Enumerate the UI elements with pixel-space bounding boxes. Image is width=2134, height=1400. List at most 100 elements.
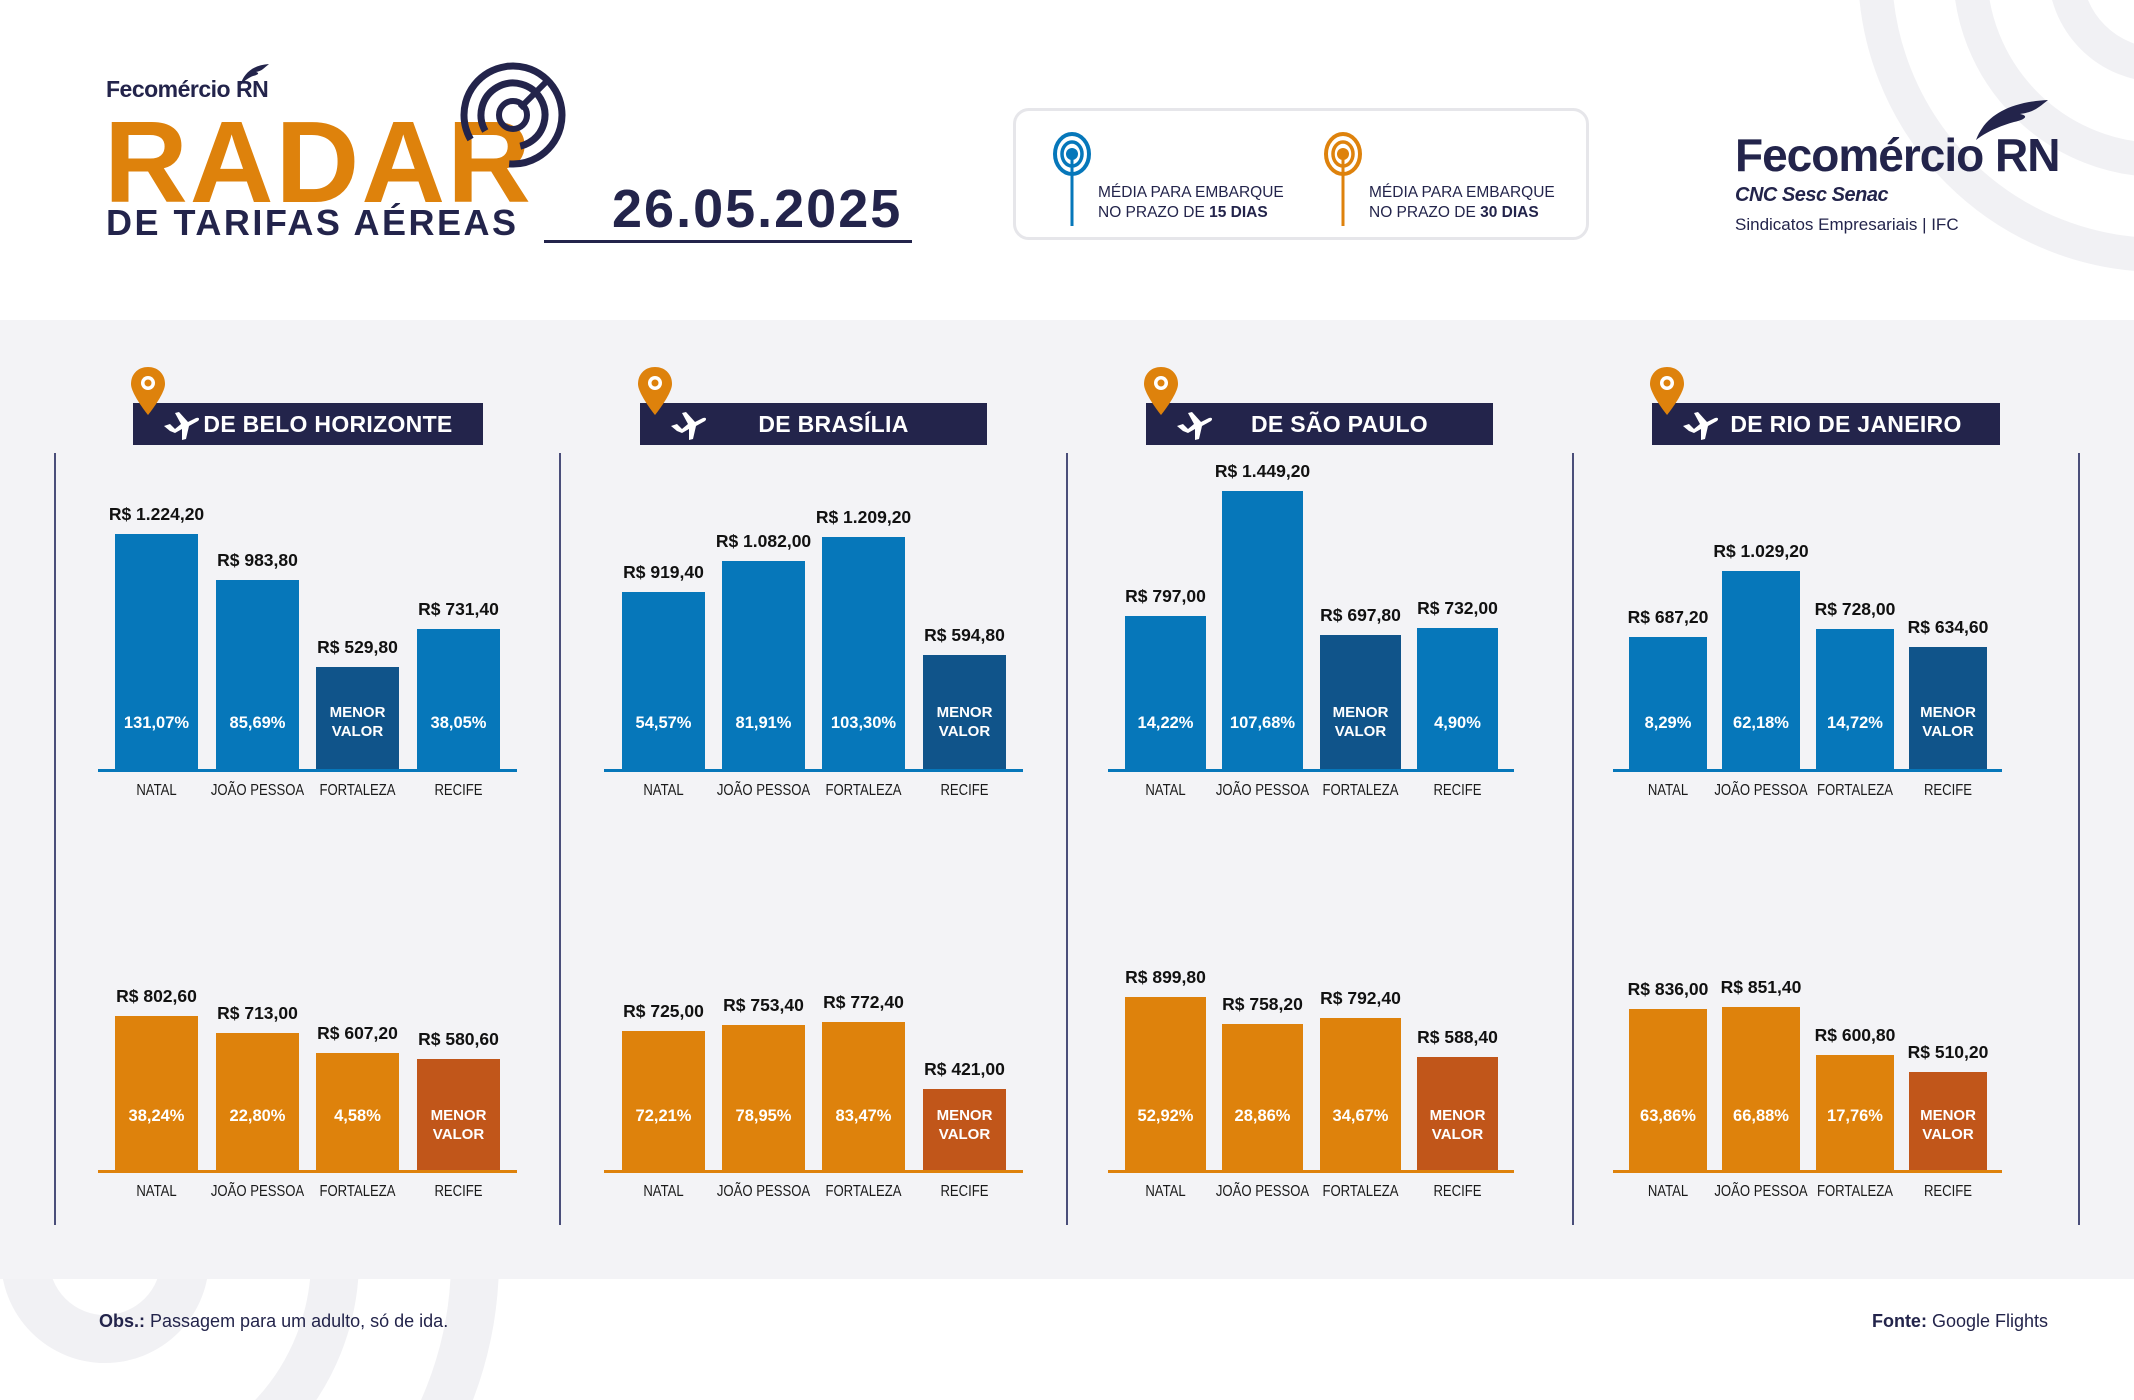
bar-value-label: R$ 772,40 xyxy=(823,992,904,1012)
bar-value-label: R$ 836,00 xyxy=(1627,979,1709,999)
bar-15d[interactable] xyxy=(1320,635,1401,769)
bar-30d[interactable] xyxy=(1222,1024,1303,1170)
bar-30d[interactable] xyxy=(417,1059,500,1170)
location-pin-icon xyxy=(131,367,165,415)
location-pin-icon xyxy=(1144,367,1178,415)
bar-30d[interactable] xyxy=(923,1089,1006,1170)
panel-title: DE BRASÍLIA xyxy=(758,410,909,437)
category-label: NATAL xyxy=(136,782,177,799)
bar-percent-label: 38,24% xyxy=(128,1107,185,1125)
bar-value-label: R$ 600,80 xyxy=(1814,1025,1896,1045)
category-label: RECIFE xyxy=(1433,782,1482,799)
airplane-icon xyxy=(671,412,707,440)
lowest-label-line: MENOR xyxy=(430,1107,487,1124)
bar-30d[interactable] xyxy=(1125,997,1206,1170)
bar-30d[interactable] xyxy=(722,1025,805,1170)
panel-title: DE SÃO PAULO xyxy=(1251,410,1428,437)
bar-percent-label: 14,22% xyxy=(1137,714,1194,732)
bar-percent-label: 17,76% xyxy=(1827,1107,1883,1125)
legend-label-15-days: MÉDIA PARA EMBARQUE NO PRAZO DE 15 DIAS xyxy=(1098,184,1284,221)
x-axis-line xyxy=(98,1170,517,1173)
category-label: JOÃO PESSOA xyxy=(1714,1183,1808,1200)
bar-30d[interactable] xyxy=(1909,1072,1987,1170)
lowest-label-line: MENOR xyxy=(1332,704,1389,721)
bar-15d[interactable] xyxy=(1816,629,1894,769)
bar-30d[interactable] xyxy=(216,1033,299,1170)
category-label: JOÃO PESSOA xyxy=(1215,782,1310,799)
bar-30d[interactable] xyxy=(622,1031,705,1170)
bar-30d[interactable] xyxy=(115,1016,198,1170)
bar-value-label: R$ 580,60 xyxy=(418,1029,499,1049)
bar-percent-label: 81,91% xyxy=(735,714,792,732)
bar-15d[interactable] xyxy=(1125,616,1206,769)
airplane-icon xyxy=(164,412,200,440)
bar-percent-label: 4,90% xyxy=(1434,714,1481,732)
lowest-value-badge: MENOR VALOR xyxy=(1320,703,1401,741)
bar-value-label: R$ 919,40 xyxy=(623,562,704,582)
bar-15d[interactable] xyxy=(1909,647,1987,769)
category-label: FORTALEZA xyxy=(319,782,396,799)
category-label: NATAL xyxy=(643,1183,684,1200)
bar-15d[interactable] xyxy=(1222,491,1303,769)
bar-value-label: R$ 687,20 xyxy=(1627,607,1709,627)
bar-30d[interactable] xyxy=(316,1053,399,1170)
bar-30d[interactable] xyxy=(1722,1007,1800,1170)
bar-percent-label: 85,69% xyxy=(229,714,286,732)
bar-percent-label: 14,72% xyxy=(1827,714,1883,732)
category-label: FORTALEZA xyxy=(1322,1183,1399,1200)
location-pin-icon xyxy=(1650,367,1684,415)
bar-value-label: R$ 797,00 xyxy=(1125,586,1206,606)
category-label: NATAL xyxy=(1145,782,1186,799)
legend-label-30-days: MÉDIA PARA EMBARQUE NO PRAZO DE 30 DIAS xyxy=(1369,184,1555,221)
category-label: RECIFE xyxy=(1923,1183,1973,1200)
bar-percent-label: 131,07% xyxy=(123,714,190,732)
category-label: FORTALEZA xyxy=(1816,782,1894,799)
category-label: JOÃO PESSOA xyxy=(716,1183,811,1200)
bar-15d[interactable] xyxy=(316,667,399,769)
category-label: FORTALEZA xyxy=(1816,1183,1894,1200)
bar-value-label: R$ 510,20 xyxy=(1907,1042,1989,1062)
lowest-label-line: VALOR xyxy=(1922,1126,1974,1143)
bar-value-label: R$ 1.209,20 xyxy=(815,507,912,527)
bar-percent-label: 52,92% xyxy=(1137,1107,1194,1125)
bar-15d[interactable] xyxy=(1722,571,1800,769)
bar-percent-label: 78,95% xyxy=(735,1107,792,1125)
radar-antenna-icon xyxy=(1053,132,1091,226)
lowest-label-line: VALOR xyxy=(1922,723,1974,740)
bar-15d[interactable] xyxy=(923,655,1006,769)
bar-percent-label: 4,58% xyxy=(334,1107,381,1125)
category-label: NATAL xyxy=(1145,1183,1186,1200)
bar-15d[interactable] xyxy=(1417,628,1498,769)
x-axis-line xyxy=(1108,1170,1514,1173)
bar-30d[interactable] xyxy=(1417,1057,1498,1170)
bar-15d[interactable] xyxy=(115,534,198,769)
category-label: NATAL xyxy=(643,782,684,799)
bar-15d[interactable] xyxy=(417,629,500,769)
category-label: RECIFE xyxy=(940,782,989,799)
bar-15d[interactable] xyxy=(1629,637,1707,769)
category-label: FORTALEZA xyxy=(825,782,902,799)
panel-title: DE BELO HORIZONTE xyxy=(203,410,453,437)
bar-value-label: R$ 1.449,20 xyxy=(1214,461,1311,481)
bar-value-label: R$ 588,40 xyxy=(1417,1027,1498,1047)
footer-note: Obs.: Passagem para um adulto, só de ida… xyxy=(99,1311,449,1331)
bar-30d[interactable] xyxy=(1629,1009,1707,1170)
bar-value-label: R$ 1.224,20 xyxy=(108,504,205,524)
bar-value-label: R$ 529,80 xyxy=(317,637,398,657)
bar-15d[interactable] xyxy=(216,580,299,769)
lowest-label-line: MENOR xyxy=(936,704,993,721)
bar-15d[interactable] xyxy=(822,537,905,769)
bar-30d[interactable] xyxy=(1816,1055,1894,1170)
bar-value-label: R$ 851,40 xyxy=(1720,977,1802,997)
bar-15d[interactable] xyxy=(722,561,805,769)
bar-percent-label: 63,86% xyxy=(1640,1107,1696,1125)
location-pin-icon xyxy=(638,367,672,415)
panel-divider xyxy=(559,453,561,1225)
bar-30d[interactable] xyxy=(1320,1018,1401,1170)
category-label: RECIFE xyxy=(434,782,483,799)
bar-15d[interactable] xyxy=(622,592,705,769)
bar-value-label: R$ 725,00 xyxy=(623,1001,704,1021)
bar-30d[interactable] xyxy=(822,1022,905,1170)
partner-logos: CNC Sesc Senac xyxy=(1735,184,1889,206)
bar-value-label: R$ 731,40 xyxy=(418,599,499,619)
